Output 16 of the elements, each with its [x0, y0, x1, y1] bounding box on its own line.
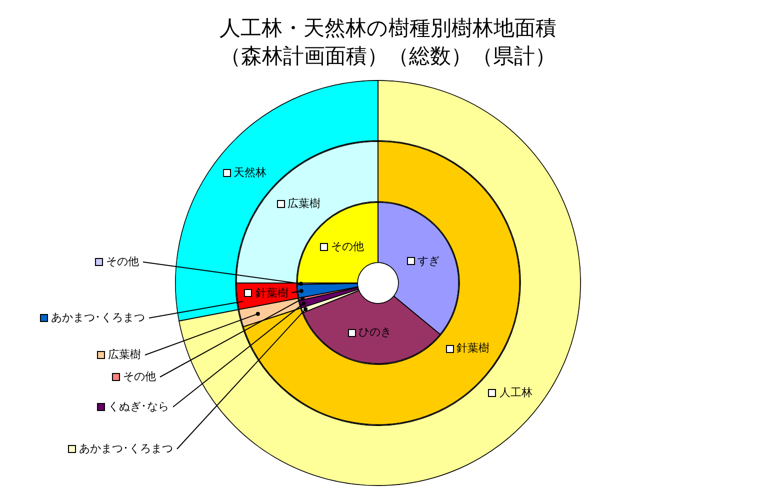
legend-label: あかまつ･くろまつ — [79, 442, 173, 455]
slice-label: 天然林 — [234, 166, 267, 179]
chart-title: 人工林・天然林の樹種別樹林地面積 — [218, 15, 558, 42]
legend-label: その他 — [123, 370, 156, 383]
legend-label: くぬぎ･なら — [108, 400, 169, 413]
slice-label: 針葉樹 — [255, 286, 288, 300]
slice-label: すぎ — [418, 254, 440, 268]
legend-label: あかまつ･くろまつ — [51, 310, 145, 324]
slice-label: 針葉樹 — [456, 341, 490, 354]
legend-label: その他 — [106, 254, 139, 268]
slice-label: 広葉樹 — [288, 197, 321, 210]
slice-label: その他 — [330, 240, 364, 254]
legend-label: 広葉樹 — [108, 348, 141, 361]
chart-subtitle: （森林計画面積）（総数）（県計） — [219, 43, 557, 70]
slice-label: ひのき — [358, 326, 392, 339]
slice-label: 人工林 — [499, 386, 532, 399]
